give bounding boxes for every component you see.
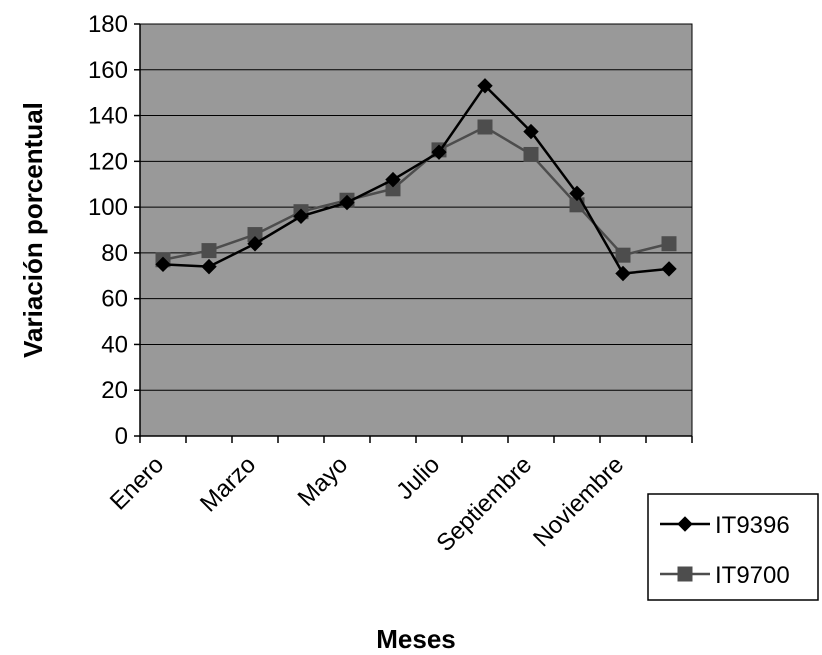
series-layer xyxy=(155,78,677,282)
data-point-IT9396 xyxy=(339,194,355,211)
data-point-IT9396 xyxy=(247,236,263,252)
legend-label: IT9700 xyxy=(715,562,790,589)
x-axis-title: Meses xyxy=(376,624,456,654)
x-tick-label: Noviembre xyxy=(528,451,629,552)
legend-label: IT9396 xyxy=(715,512,790,539)
y-tick-label: 60 xyxy=(101,286,128,313)
data-point-IT9700 xyxy=(661,236,677,252)
legend-marker xyxy=(677,566,693,582)
data-point-IT9396 xyxy=(293,208,309,224)
data-point-IT9700 xyxy=(201,243,217,259)
y-tick-label: 0 xyxy=(115,423,128,450)
y-tick-labels: 0 20 40 60 80 100 120 140 160 180 xyxy=(88,11,128,450)
data-point-IT9396 xyxy=(523,123,539,140)
data-point-IT9396 xyxy=(155,256,171,273)
x-tick-label: Enero xyxy=(105,451,169,515)
x-tick-label: Marzo xyxy=(195,451,261,517)
y-tick-label: 100 xyxy=(88,194,128,221)
y-tick-label: 80 xyxy=(101,240,128,267)
data-point-IT9700 xyxy=(615,247,631,263)
x-tick-label: Septiembre xyxy=(431,451,537,557)
grid-lines xyxy=(140,23,692,391)
data-point-IT9396 xyxy=(569,185,585,202)
data-point-IT9396 xyxy=(201,258,217,275)
data-point-IT9396 xyxy=(661,261,677,277)
legend-box xyxy=(647,493,819,601)
data-point-IT9396 xyxy=(477,78,493,94)
legend-item-IT9700: IT9700 xyxy=(660,562,790,589)
y-tick-label: 180 xyxy=(88,11,128,38)
y-axis-title: Variación porcentual xyxy=(18,102,48,358)
y-tick-label: 140 xyxy=(88,103,128,130)
plot-area xyxy=(139,23,693,437)
y-tick-label: 120 xyxy=(88,148,128,175)
series-IT9396 xyxy=(155,78,677,282)
axes xyxy=(134,23,693,443)
x-tick-label: Julio xyxy=(391,451,445,505)
legend-marker xyxy=(677,516,693,532)
y-tick-label: 20 xyxy=(101,377,128,404)
y-tick-label: 160 xyxy=(88,57,128,84)
series-line-IT9396 xyxy=(162,83,670,275)
y-tick-label: 40 xyxy=(101,331,128,358)
legend: IT9396 IT9700 xyxy=(647,493,819,601)
legend-item-IT9396: IT9396 xyxy=(660,512,790,539)
series-line-IT9700 xyxy=(162,125,670,261)
data-point-IT9700 xyxy=(523,146,539,162)
data-point-IT9396 xyxy=(615,265,631,282)
data-point-IT9700 xyxy=(477,119,493,135)
x-tick-label: Mayo xyxy=(293,451,354,512)
data-point-IT9396 xyxy=(385,171,401,188)
data-point-IT9396 xyxy=(431,144,447,160)
